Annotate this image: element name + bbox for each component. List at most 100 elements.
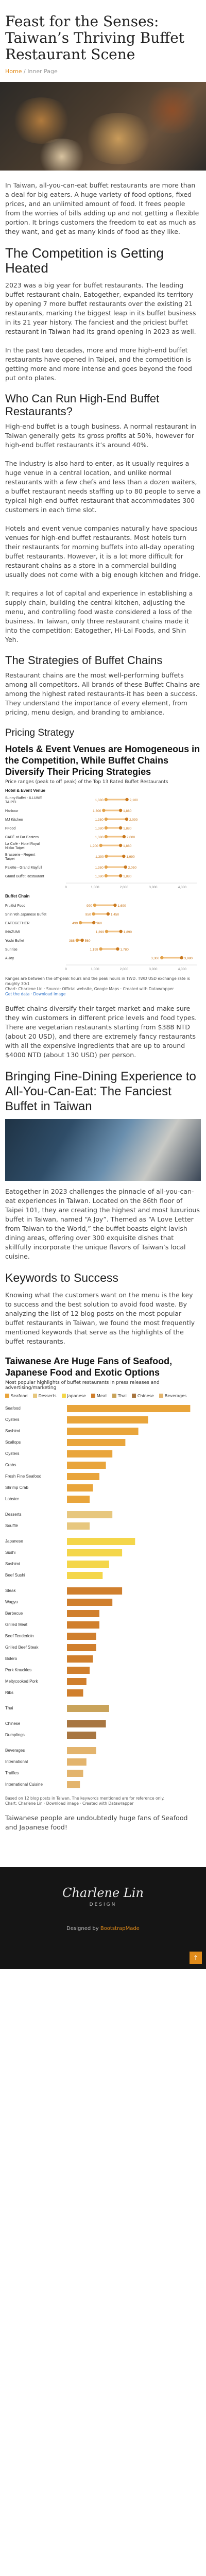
high-value-label: 2,090 [129, 818, 138, 822]
high-value-label: 1,880 [123, 844, 132, 848]
chart-data-links[interactable]: Get the data · Download image [5, 992, 66, 996]
row-label: Harbour [5, 809, 19, 813]
bar [67, 1428, 139, 1435]
low-dot [93, 903, 97, 907]
high-value-label: 1,690 [117, 904, 126, 908]
intro-paragraph: In Taiwan, all-you-can-eat buffet restau… [5, 181, 199, 235]
high-value-label: 2,000 [127, 836, 135, 839]
high-value-label: 1,890 [124, 930, 132, 934]
low-dot [99, 843, 102, 848]
paragraph: High-end buffet is a tough business. A n… [5, 422, 196, 449]
breadcrumb-current: Inner Page [27, 68, 58, 75]
bar [67, 1450, 113, 1458]
bar [67, 1758, 87, 1766]
row-label: FFood [5, 827, 15, 831]
high-dot [122, 854, 126, 858]
bar-label: Sashimi [5, 1429, 20, 1433]
high-dot [92, 921, 96, 925]
low-value-label: 499 [72, 922, 78, 925]
footer-logo[interactable]: Charlene Lin [62, 1886, 144, 1900]
low-value-label: 1,199 [90, 948, 98, 952]
high-value-label: 1,990 [126, 855, 135, 859]
bar [67, 1561, 109, 1568]
chart-subtitle: Price ranges (peak to off peak) of the T… [5, 779, 168, 785]
row-label: Sunny Buffet - ILLUME [5, 796, 42, 800]
bar [67, 1484, 93, 1492]
chart-notes: Ranges are between the off-peak hours an… [5, 976, 201, 997]
low-value-label: 1,390 [95, 855, 104, 859]
bar-label: Meltycooked Pork [5, 1679, 39, 1684]
bar-label: Sushi [5, 1550, 15, 1555]
row-label: Shin Yeh Japanese Buffet [5, 913, 46, 917]
paragraph: Hotels and event venue companies natural… [5, 524, 201, 579]
legend-item: Beverages [159, 1394, 186, 1398]
bar [67, 1522, 90, 1530]
bar [67, 1781, 80, 1788]
row-label: Brasserie - Regent [5, 853, 35, 857]
legend-swatch [131, 1394, 136, 1398]
section-heading-who-can-run: Who Can Run High-End Buffet Restaurants? [5, 392, 160, 418]
breadcrumb-home-link[interactable]: Home [5, 68, 22, 75]
low-value-label: 1,380 [95, 866, 104, 870]
high-dot [119, 929, 123, 934]
chart-title: Hotels & Event Venues are Homogeneous in… [5, 744, 200, 777]
high-dot [180, 956, 183, 960]
bar-label: Bolero [5, 1656, 18, 1661]
section-heading-strategies: The Strategies of Buffet Chains [5, 654, 163, 667]
legend-swatch [159, 1394, 163, 1398]
row-label: Yoshi Buffet [5, 939, 24, 943]
high-dot [124, 865, 127, 869]
high-dot [118, 874, 123, 878]
chart-title: Taiwanese Are Huge Fans of Seafood, Japa… [5, 1356, 173, 1378]
bar-label: Barbecue [5, 1611, 23, 1616]
low-value-label: 950 [85, 913, 91, 917]
legend-swatch [32, 1394, 37, 1398]
section-heading-pricing: Pricing Strategy [5, 727, 75, 738]
bar [67, 1416, 148, 1423]
section-heading-fine-dining: Bringing Fine-Dining Experience to All-Y… [5, 1070, 196, 1113]
high-dot [116, 947, 119, 951]
bar [67, 1732, 96, 1739]
high-dot [113, 903, 117, 907]
row-label: EATOGETHER [5, 922, 30, 925]
bar-label: Oysters [5, 1451, 20, 1456]
bar [67, 1473, 99, 1480]
page: Feast for the Senses: Taiwan’s Thriving … [0, 13, 206, 1969]
legend-item: Thai [112, 1394, 127, 1398]
legend-item: Japanese [61, 1394, 86, 1398]
paragraph: The industry is also hard to enter, as i… [5, 460, 201, 514]
bar [67, 1689, 83, 1697]
bar [67, 1610, 99, 1617]
bar-label: Scallops [5, 1440, 21, 1445]
chart-note-text: Based on 12 blog posts in Taiwan. The ke… [5, 1796, 165, 1801]
low-value-label: 3,300 [151, 957, 160, 960]
bar-label: Thai [5, 1706, 13, 1710]
spacer [5, 1841, 201, 1867]
bar [67, 1678, 87, 1685]
row-label: MJ Kitchen [5, 818, 23, 822]
group-label: Hotel & Event Venue [5, 788, 45, 793]
bar [67, 1405, 191, 1412]
credits-link[interactable]: BootstrapMade [100, 1926, 140, 1931]
axis-tick-label: 0 [65, 968, 67, 971]
bar-label: Soufflé [5, 1523, 18, 1528]
high-dot [118, 826, 123, 830]
bar [67, 1705, 109, 1712]
legend-item: Desserts [32, 1394, 57, 1398]
high-value-label: 1,880 [123, 809, 132, 813]
high-value-label: 1,880 [123, 875, 132, 878]
bar-label: Pork Knuckles [5, 1668, 31, 1672]
keywords-chart: Taiwanese Are Huge Fans of Seafood, Japa… [5, 1355, 201, 1806]
low-dot [104, 798, 108, 802]
back-to-top-button[interactable]: ↑ [190, 1952, 202, 1964]
row-label: Sunrise [5, 948, 18, 952]
low-dot [102, 808, 106, 812]
chart-note-text: Ranges are between the off-peak hours an… [5, 976, 190, 986]
bar [67, 1770, 83, 1777]
paragraph: 2023 was a big year for buffet restauran… [5, 281, 196, 335]
low-dot [105, 854, 108, 858]
row-label: Nikko Taipei [5, 846, 25, 850]
high-value-label: 960 [96, 922, 102, 925]
low-dot [160, 956, 164, 960]
axis-tick-label: 3,000 [149, 886, 158, 889]
